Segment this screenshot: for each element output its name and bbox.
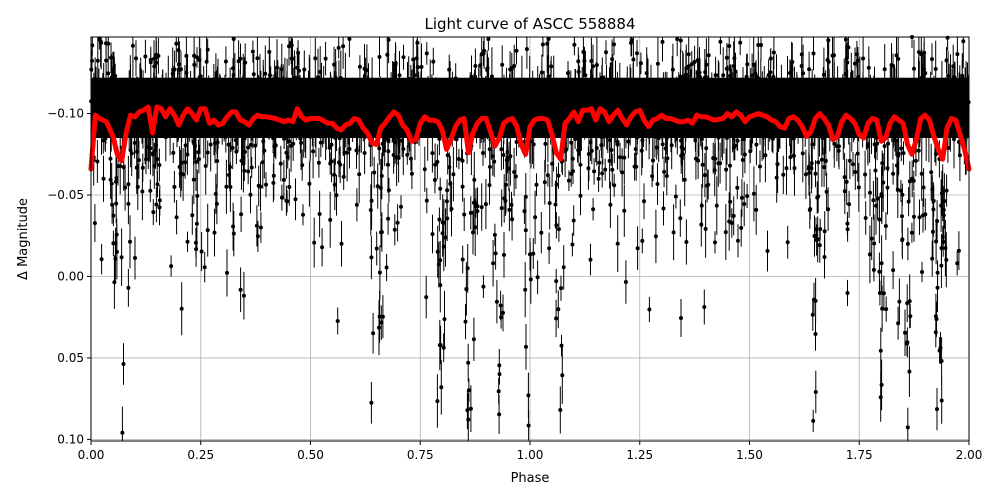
y-tick-label: 0.00 bbox=[57, 269, 84, 283]
model-curve bbox=[88, 104, 972, 172]
chart-title: Light curve of ASCC 558884 bbox=[425, 15, 636, 33]
y-axis-label: Δ Magnitude bbox=[16, 198, 31, 280]
y-tick-label: 0.10 bbox=[57, 432, 84, 446]
x-tick-label: 1.25 bbox=[626, 448, 653, 462]
x-tick-label: 1.00 bbox=[517, 448, 544, 462]
x-tick-label: 0.75 bbox=[407, 448, 434, 462]
x-tick-label: 0.50 bbox=[297, 448, 324, 462]
x-tick-label: 0.25 bbox=[187, 448, 214, 462]
x-tick-label: 2.00 bbox=[956, 448, 983, 462]
x-tick-label: 1.50 bbox=[736, 448, 763, 462]
x-axis-ticks: 0.00 0.25 0.50 0.75 1.00 1.25 1.50 1.75 2.00 bbox=[78, 441, 983, 462]
x-tick-label: 1.75 bbox=[846, 448, 873, 462]
y-tick-label: 0.05 bbox=[57, 351, 84, 365]
y-tick-label: −0.10 bbox=[47, 107, 84, 121]
y-tick-label: −0.05 bbox=[47, 188, 84, 202]
y-axis-ticks: −0.10 −0.05 0.00 0.05 0.10 bbox=[47, 107, 91, 446]
x-tick-label: 0.00 bbox=[78, 448, 105, 462]
x-axis-label: Phase bbox=[511, 471, 550, 486]
